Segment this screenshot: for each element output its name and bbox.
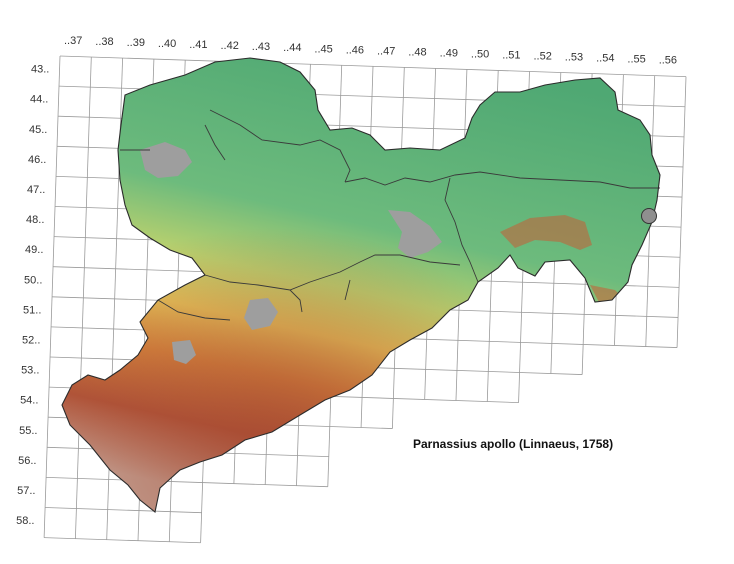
column-label: ..43 [252, 41, 270, 53]
column-label: ..49 [440, 47, 458, 59]
grid-row-line [59, 55, 687, 78]
row-label: 52.. [22, 334, 40, 346]
row-label: 56.. [18, 455, 36, 467]
column-label: ..47 [377, 45, 395, 57]
state-boundary [61, 57, 661, 513]
column-label: ..38 [95, 36, 113, 48]
row-label: 57.. [17, 485, 35, 497]
occurrence-marker [641, 208, 657, 224]
row-label: 55.. [19, 425, 37, 437]
column-label: ..42 [221, 40, 239, 52]
column-label: ..50 [471, 48, 489, 60]
row-label: 43.. [31, 64, 49, 76]
urban-area-chemnitz [244, 298, 278, 330]
row-label: 53.. [21, 365, 39, 377]
column-label: ..55 [627, 54, 645, 66]
column-label: ..56 [659, 55, 677, 67]
row-label: 45.. [29, 124, 47, 136]
column-label: ..45 [314, 43, 332, 55]
row-label: 54.. [20, 395, 38, 407]
grid-row-line [44, 537, 201, 544]
column-labels: ..37 ..38 ..39 ..40 ..41 ..42 ..43 ..44 ..45 ..46… [64, 35, 677, 67]
column-label: ..39 [127, 37, 145, 49]
column-label: ..52 [534, 50, 552, 62]
row-label: 47.. [27, 184, 45, 196]
grid-row-line [45, 507, 202, 514]
row-label: 58.. [16, 515, 34, 527]
species-label: Parnassius apollo (Linnaeus, 1758) [413, 437, 614, 451]
column-label: ..37 [64, 35, 82, 47]
row-label: 49.. [25, 244, 43, 256]
row-label: 44.. [30, 94, 48, 106]
row-label: 48.. [26, 214, 44, 226]
row-labels: 43.. 44.. 45.. 46.. 47.. 48.. 49.. 50.. 51.. 52..… [16, 64, 49, 527]
column-label: ..54 [596, 53, 614, 65]
column-label: ..46 [346, 44, 364, 56]
column-label: ..40 [158, 38, 176, 50]
grid-row-line [46, 477, 328, 488]
column-label: ..53 [565, 52, 583, 64]
column-label: ..48 [408, 46, 426, 58]
urban-area-leipzig [140, 142, 192, 178]
row-label: 51.. [23, 304, 41, 316]
column-label: ..51 [502, 49, 520, 61]
column-label: ..41 [189, 39, 207, 51]
column-label: ..44 [283, 42, 301, 54]
urban-area-zwickau [172, 340, 196, 364]
urban-area-dresden [388, 210, 442, 258]
grid-col-line [75, 57, 92, 539]
row-label: 46.. [28, 154, 46, 166]
highland-patch [500, 215, 592, 250]
grid-col-line [676, 76, 687, 348]
row-label: 50.. [24, 274, 42, 286]
grid-col-line [43, 55, 61, 538]
district-boundaries [120, 109, 660, 321]
